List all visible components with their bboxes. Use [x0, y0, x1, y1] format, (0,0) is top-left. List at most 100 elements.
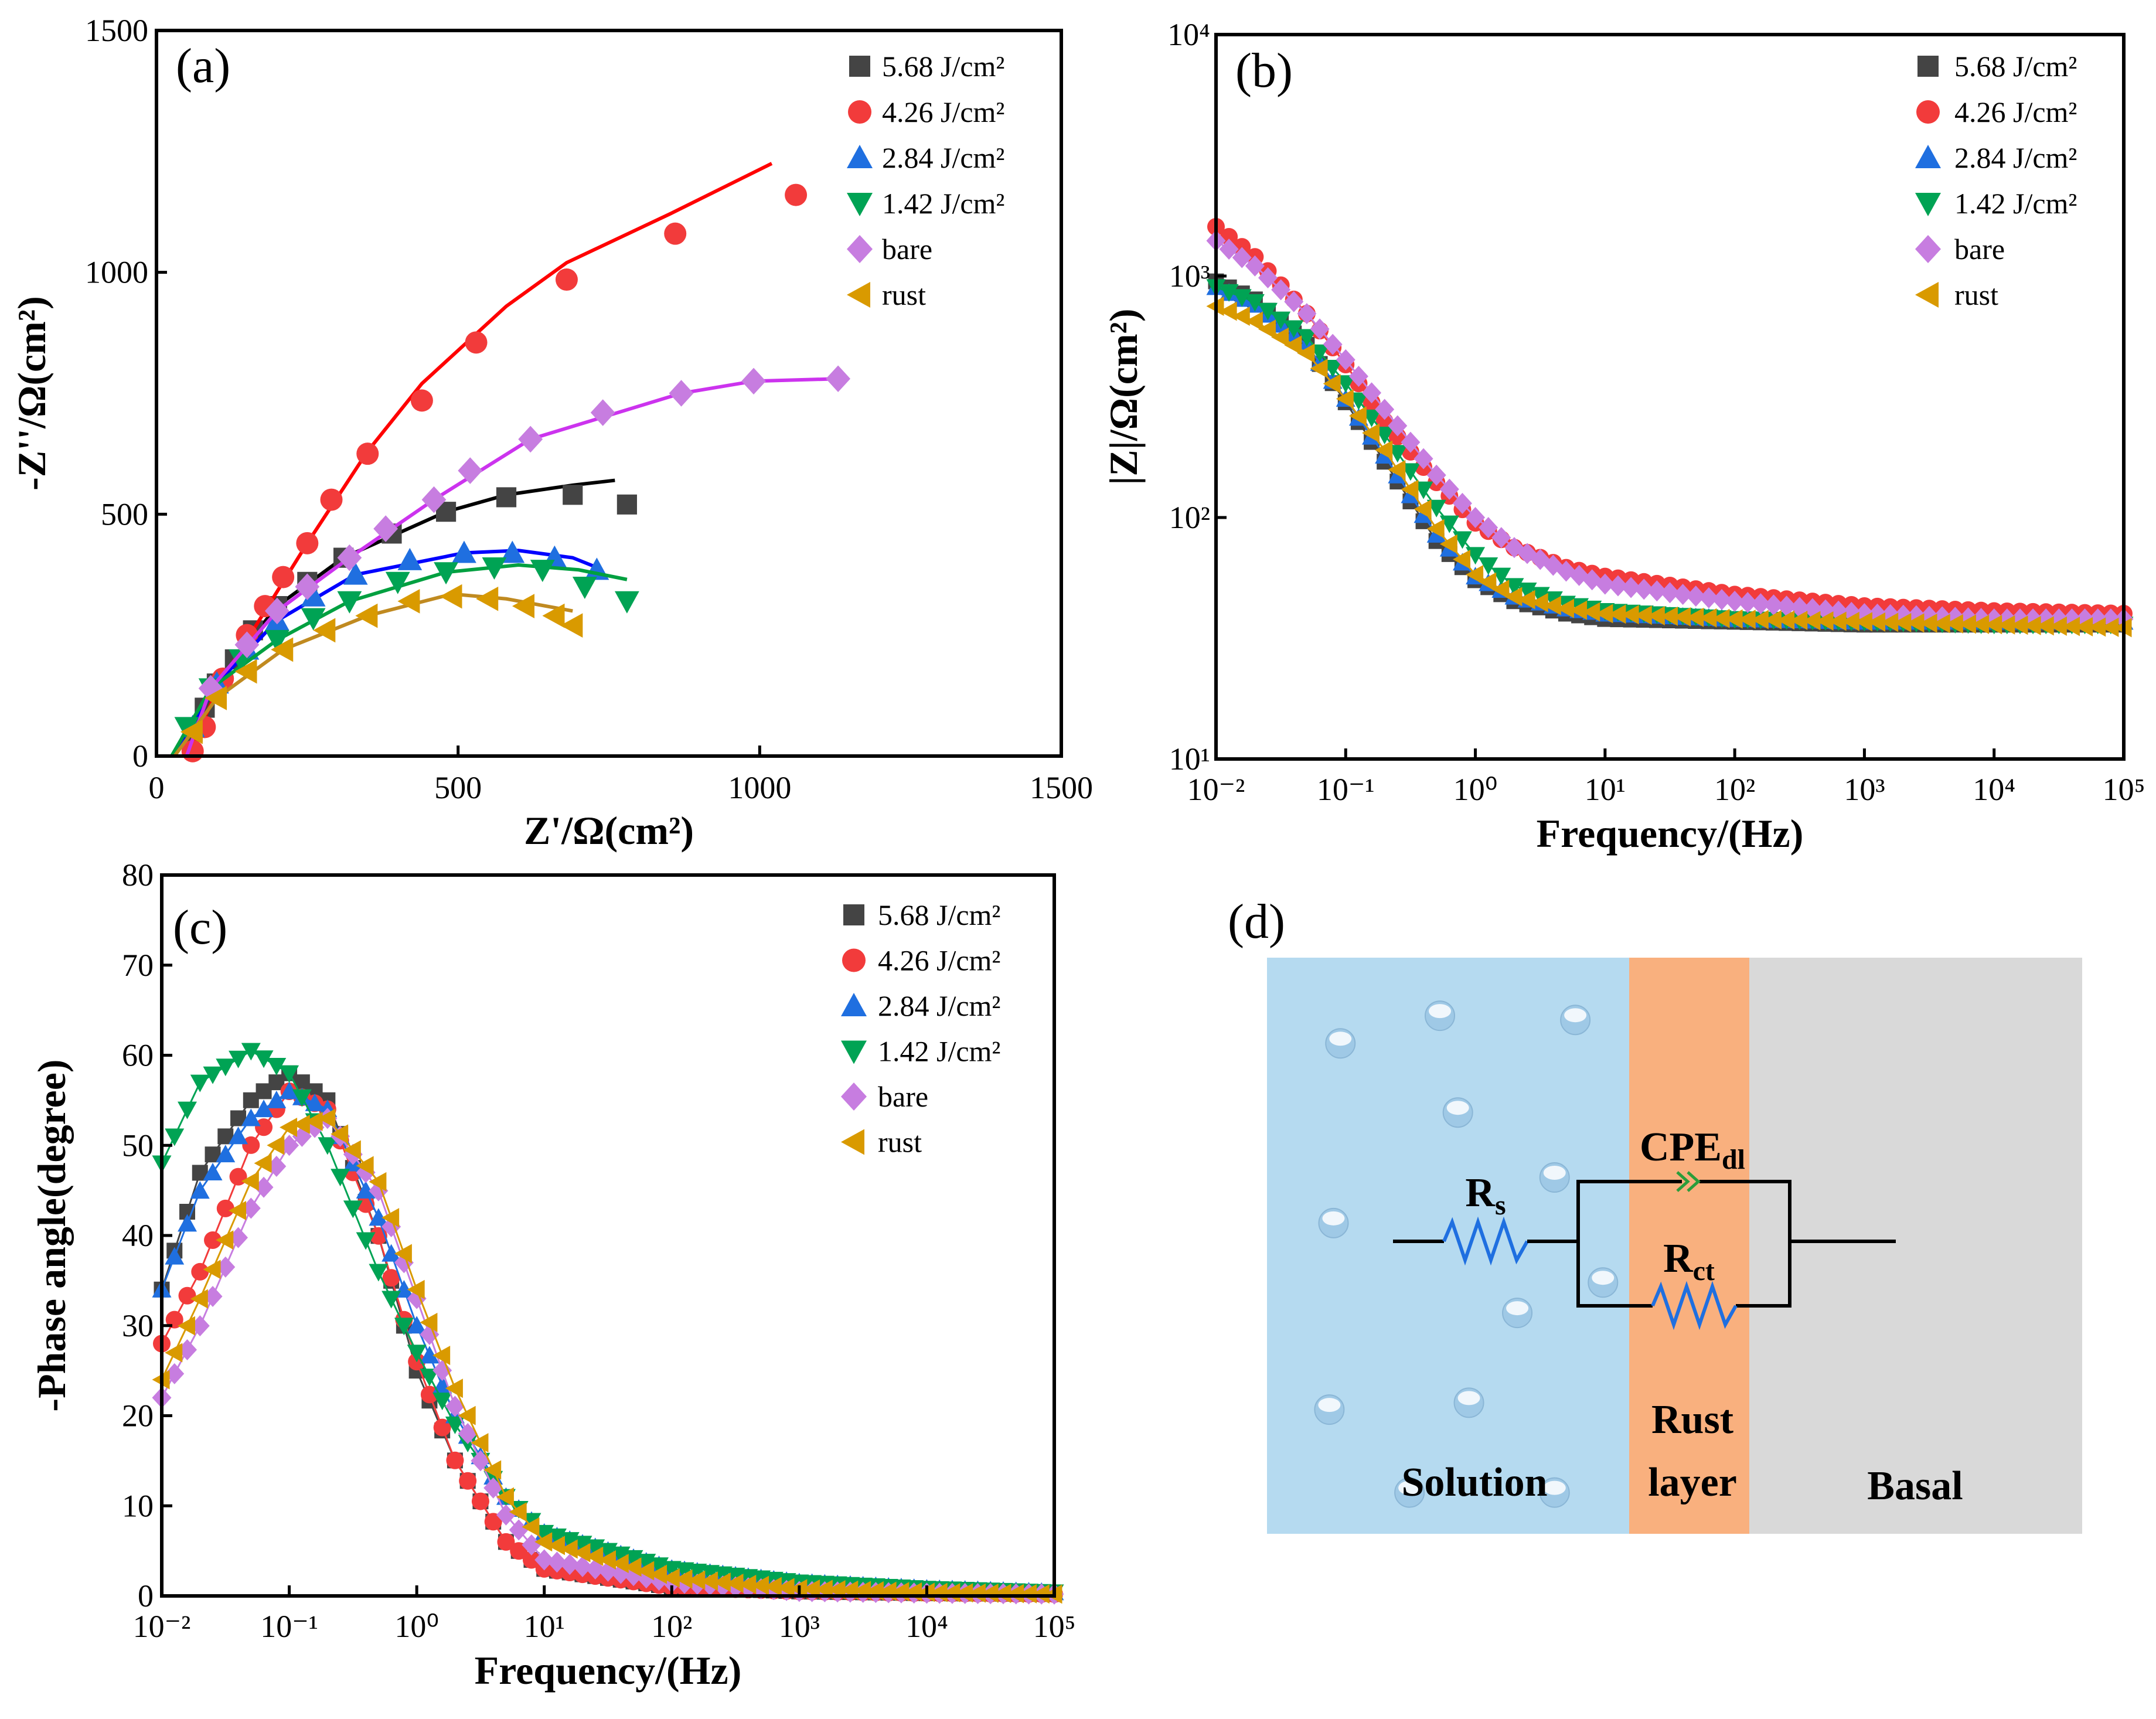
data-point-bare	[337, 544, 362, 571]
bubble-highlight	[1318, 1398, 1341, 1412]
bubble-highlight	[1564, 1008, 1587, 1023]
x-tick-label: 10⁵	[1033, 1609, 1076, 1644]
data-point-bare	[1375, 399, 1395, 420]
y-axis-label: |Z|/Ω(cm²)	[1101, 308, 1146, 485]
data-point-4.26	[255, 1118, 273, 1136]
x-tick-label: 10⁴	[905, 1609, 948, 1644]
data-point-1.42	[174, 717, 199, 740]
data-point-rust	[1881, 612, 1899, 632]
data-point-5.68	[217, 1128, 234, 1145]
data-point-bare	[1686, 586, 1706, 607]
data-point-1.42	[1232, 289, 1252, 307]
wire	[1576, 1180, 1682, 1308]
y-tick-label: 0	[132, 738, 148, 774]
legend-marker-bare	[841, 1083, 867, 1111]
legend-marker-bare	[847, 235, 873, 263]
data-point-1.42	[1297, 329, 1317, 347]
data-point-rust	[700, 1571, 718, 1591]
data-point-bare	[1491, 527, 1511, 549]
solution-label: Solution	[1402, 1460, 1548, 1505]
data-point-rust	[1375, 440, 1393, 460]
data-point-rust	[764, 1577, 782, 1597]
data-point-1.42	[1323, 360, 1343, 378]
data-point-rust	[512, 594, 534, 619]
data-point-bare	[458, 457, 483, 484]
data-point-rust	[560, 1539, 578, 1559]
legend: 5.68 J/cm² 4.26 J/cm² 2.84 J/cm² 1.42 J/cm²…	[841, 898, 1000, 1159]
data-point-rust	[713, 1572, 731, 1592]
data-point-1.42	[1479, 557, 1498, 575]
plot-frame	[1214, 33, 2126, 761]
data-point-bare	[190, 1315, 210, 1337]
x-axis-label: Z'/Ω(cm²)	[524, 808, 694, 853]
data-point-bare	[483, 1477, 503, 1499]
data-point-rust	[1945, 614, 1963, 634]
y-tick-label: 1500	[85, 13, 148, 48]
bubble-highlight	[1506, 1301, 1529, 1316]
data-point-5.68	[306, 1083, 323, 1100]
data-point-2.84	[203, 1163, 223, 1181]
data-point-4.26	[216, 1199, 234, 1217]
legend-marker-1.42	[847, 193, 873, 216]
legend-label: 5.68 J/cm²	[878, 898, 1000, 931]
solution-region	[1267, 958, 1629, 1534]
data-point-4.26	[510, 1542, 528, 1560]
data-point-bare	[1634, 578, 1654, 600]
data-point-4.26	[382, 1269, 400, 1287]
data-point-rust	[1621, 605, 1639, 625]
data-point-2.84	[397, 547, 423, 570]
data-point-1.42	[254, 1050, 274, 1068]
data-point-rust	[1725, 609, 1743, 629]
y-tick-label: 10	[122, 1488, 154, 1523]
data-point-rust	[471, 1433, 489, 1453]
data-point-rust	[1569, 600, 1588, 620]
data-point-rust	[1608, 604, 1626, 624]
resistor-rs-icon	[1442, 1216, 1529, 1266]
data-point-2.84	[267, 1090, 287, 1108]
data-point-bare	[1271, 279, 1291, 301]
data-point-rust	[496, 1487, 514, 1507]
data-point-rust	[1582, 602, 1600, 622]
data-point-bare	[1725, 590, 1745, 612]
data-point-bare	[1712, 588, 1732, 610]
data-point-4.26	[356, 442, 379, 465]
data-point-4.26	[191, 1262, 209, 1281]
data-point-1.42	[382, 1291, 401, 1309]
data-point-rust	[178, 1316, 196, 1336]
data-point-rust	[216, 1230, 234, 1250]
rs-label-main: R	[1465, 1170, 1496, 1216]
data-point-rust	[254, 1153, 272, 1173]
data-point-bare	[826, 365, 851, 393]
data-point-rust	[624, 1557, 642, 1577]
legend-label: rust	[1954, 278, 1998, 311]
legend-label: 2.84 J/cm²	[878, 989, 1000, 1022]
data-point-rust	[313, 618, 336, 643]
data-point-bare	[1297, 303, 1317, 325]
data-point-1.42	[337, 591, 362, 614]
rust-layer-label-line1: Rust	[1651, 1397, 1733, 1442]
data-point-2.84	[178, 1214, 197, 1232]
data-point-1.42	[292, 1089, 312, 1107]
data-point-rust	[802, 1579, 820, 1599]
data-point-bare	[522, 1534, 541, 1555]
legend-marker-5.68	[843, 904, 864, 925]
data-point-rust	[1401, 479, 1419, 499]
data-point-rust	[687, 1570, 706, 1590]
data-point-bare	[1401, 431, 1421, 453]
legend-marker-2.84	[847, 145, 873, 168]
data-point-rust	[1031, 1584, 1050, 1604]
data-point-bare	[1336, 349, 1355, 370]
data-point-bare	[280, 1135, 299, 1156]
data-point-rust	[440, 584, 462, 609]
data-point-rust	[229, 1200, 247, 1220]
legend-label: bare	[1954, 233, 2005, 265]
legend-label: bare	[882, 233, 932, 265]
data-point-1.42	[1414, 481, 1433, 499]
data-point-rust	[407, 1279, 425, 1299]
data-point-rust	[2062, 617, 2080, 636]
legend-label: 5.68 J/cm²	[1954, 50, 2077, 83]
data-point-1.42	[1426, 499, 1446, 518]
data-point-rust	[305, 1111, 323, 1131]
data-point-rust	[1517, 590, 1535, 610]
data-point-rust	[1750, 610, 1769, 629]
